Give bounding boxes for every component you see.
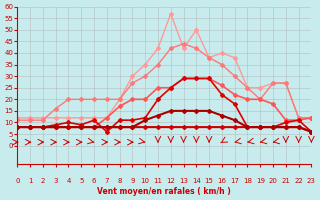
X-axis label: Vent moyen/en rafales ( km/h ): Vent moyen/en rafales ( km/h ) [98,187,231,196]
